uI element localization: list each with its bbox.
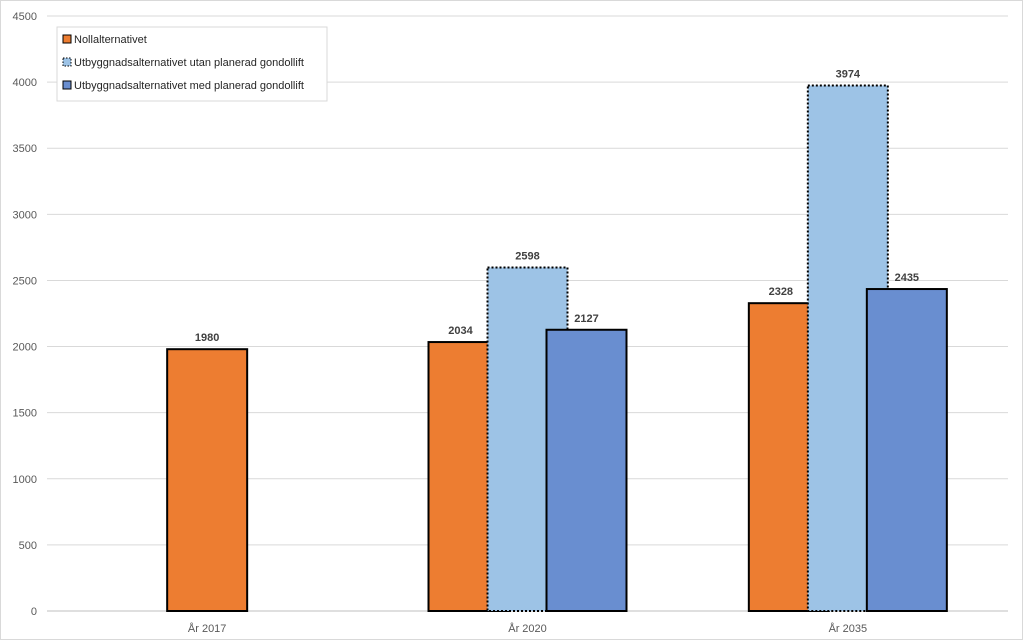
x-tick-label: År 2017 [188, 622, 227, 635]
bar-3-2 [545, 328, 628, 612]
data-label: 2328 [769, 286, 793, 298]
legend-label: Nollalternativet [74, 34, 147, 46]
data-label: 2127 [574, 313, 598, 325]
bars [166, 84, 948, 612]
x-axis-tick-labels: År 2017 År 2020 År 2035 [188, 622, 867, 635]
data-label: 2435 [895, 272, 919, 284]
x-tick-label: År 2020 [508, 622, 547, 635]
bar-3-3 [865, 288, 948, 612]
y-tick-label: 1000 [13, 474, 37, 486]
data-label: 1980 [195, 332, 219, 344]
y-tick-label: 0 [31, 606, 37, 618]
bar-1-1 [166, 348, 249, 612]
y-tick-label: 1500 [13, 408, 37, 420]
y-tick-label: 3000 [13, 209, 37, 221]
legend: Nollalternativet Utbyggnadsalternativet u… [56, 26, 328, 102]
y-tick-label: 2500 [13, 275, 37, 287]
legend-swatch [62, 80, 72, 90]
legend-swatch [62, 57, 72, 67]
data-labels: 1980 2034 2328 2598 3974 2127 2435 [195, 69, 919, 345]
y-tick-label: 3500 [13, 143, 37, 155]
y-tick-label: 500 [19, 540, 37, 552]
x-tick-label: År 2035 [829, 622, 868, 635]
y-tick-label: 2000 [13, 342, 37, 354]
data-label: 2034 [448, 325, 473, 337]
y-axis-tick-labels: 0 500 1000 1500 2000 2500 3000 3500 4000 4500 [13, 11, 37, 618]
legend-label: Utbyggnadsalternativet med planerad gond… [74, 80, 304, 92]
y-tick-label: 4500 [13, 11, 37, 23]
legend-swatch [62, 34, 72, 44]
legend-label: Utbyggnadsalternativet utan planerad gon… [74, 57, 304, 69]
data-label: 2598 [515, 250, 539, 262]
data-label: 3974 [836, 69, 861, 81]
legend-box [56, 26, 328, 102]
y-tick-label: 4000 [13, 77, 37, 89]
